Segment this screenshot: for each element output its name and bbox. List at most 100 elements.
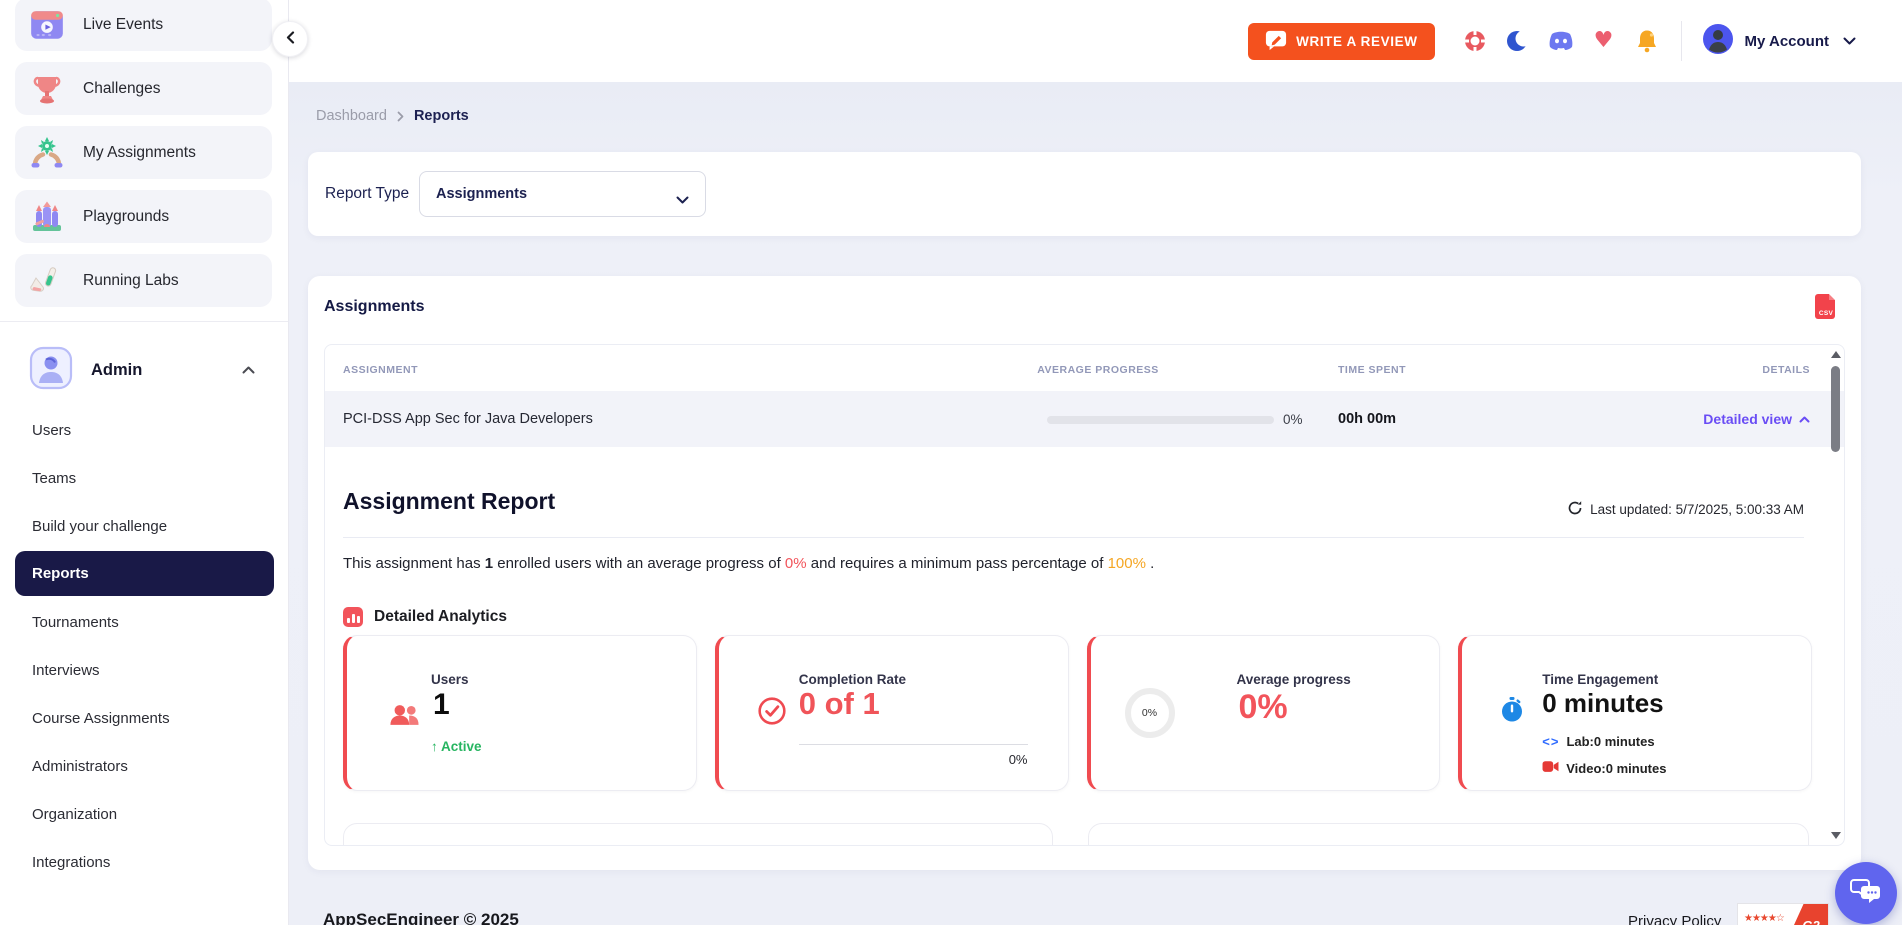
main-content: Dashboard Reports Report Type Assignment… [289, 82, 1902, 925]
hands-gear-icon [25, 136, 69, 169]
assignments-title: Assignments [324, 298, 425, 315]
users-count: 1 [433, 688, 450, 721]
sidebar-section-admin[interactable]: Admin [0, 344, 289, 396]
partial-card-left [343, 823, 1053, 845]
sidebar-item-organization[interactable]: Organization [32, 805, 118, 823]
sidebar-collapse-button[interactable] [272, 21, 308, 57]
sidebar-item-administrators[interactable]: Administrators [32, 757, 128, 775]
breadcrumb: Dashboard Reports [316, 108, 469, 124]
users-card: Users 1 ↑ Active [343, 635, 697, 791]
progress-bar [1047, 416, 1274, 424]
sidebar-item-my-assignments[interactable]: My Assignments [15, 126, 272, 179]
sidebar-item-label: Live Events [83, 15, 164, 33]
bar-chart-icon [343, 607, 363, 627]
sidebar-divider [0, 321, 288, 322]
moon-icon[interactable] [1505, 28, 1531, 54]
report-type-select[interactable]: Assignments [419, 171, 706, 217]
column-header-average-progress: AVERAGE PROGRESS [1037, 364, 1159, 376]
admin-menu: Users Teams Build your challenge Reports… [0, 406, 289, 886]
topbar-icons: ♥ [1462, 28, 1660, 54]
sidebar-item-challenges[interactable]: Challenges [15, 62, 272, 115]
completion-rate-value: 0 of 1 [798, 686, 880, 721]
video-camera-icon [1542, 760, 1559, 776]
assignment-name: PCI-DSS App Sec for Java Developers [343, 411, 593, 427]
assignments-table: ASSIGNMENT AVERAGE PROGRESS TIME SPENT D… [324, 344, 1845, 846]
average-progress-label: Average progress [1236, 672, 1351, 687]
scroll-down-arrow[interactable] [1831, 832, 1841, 839]
completion-rate-card: Completion Rate 0 of 1 0% [714, 635, 1069, 791]
lab-tube-icon [25, 265, 69, 297]
account-label: My Account [1744, 32, 1829, 50]
live-events-icon [25, 9, 69, 41]
write-review-label: WRITE A REVIEW [1296, 33, 1418, 49]
sidebar-item-users[interactable]: Users [32, 421, 72, 439]
write-review-button[interactable]: WRITE A REVIEW [1248, 22, 1435, 60]
progress-ring: 0% [1124, 688, 1175, 738]
pass-percentage-value: 100% [1107, 555, 1146, 572]
lab-time-row: <> Lab:0 minutes [1542, 734, 1654, 749]
sidebar-item-course-assignments[interactable]: Course Assignments [32, 709, 170, 727]
trophy-icon [25, 72, 69, 106]
breadcrumb-dashboard[interactable]: Dashboard [316, 108, 387, 124]
sidebar-item-running-labs[interactable]: Running Labs [15, 254, 272, 307]
discord-icon[interactable] [1548, 28, 1574, 54]
detailed-view-label: Detailed view [1703, 411, 1792, 427]
partial-card-right [1088, 823, 1809, 845]
sidebar-item-tournaments[interactable]: Tournaments [32, 613, 119, 631]
g2-logo-icon: G2 [1794, 904, 1828, 925]
report-type-card: Report Type Assignments [308, 152, 1861, 236]
assignment-report-title: Assignment Report [343, 488, 556, 514]
time-spent-value: 00h 00m [1338, 411, 1397, 427]
code-brackets-icon: <> [1542, 734, 1560, 749]
last-updated-text: Last updated: 5/7/2025, 5:00:33 AM [1590, 502, 1804, 517]
sidebar-item-label: Playgrounds [83, 207, 170, 225]
chat-bubbles-icon [1850, 877, 1882, 910]
g2-review-badge[interactable]: ★★★★☆ Review us on G2 [1737, 903, 1829, 925]
detailed-view-toggle[interactable]: Detailed view [1703, 411, 1810, 427]
last-updated: Last updated: 5/7/2025, 5:00:33 AM [1567, 500, 1804, 519]
average-progress-card: 0% Average progress 0% [1086, 635, 1441, 791]
chevron-up-icon [242, 361, 255, 379]
privacy-policy-link[interactable]: Privacy Policy [1628, 913, 1722, 925]
column-header-details: DETAILS [1762, 364, 1810, 376]
report-type-selected-value: Assignments [436, 186, 528, 202]
sidebar-item-build-your-challenge[interactable]: Build your challenge [32, 517, 168, 535]
account-menu[interactable]: My Account [1702, 23, 1856, 59]
average-progress-value: 0% [784, 555, 807, 572]
table-scrollbar[interactable] [1829, 348, 1842, 842]
completion-percent: 0% [1008, 752, 1028, 767]
star-rating: ★★★★☆ [1744, 913, 1785, 924]
column-header-time-spent: TIME SPENT [1338, 364, 1407, 376]
sidebar-item-integrations[interactable]: Integrations [32, 853, 111, 871]
detailed-analytics-heading: Detailed Analytics [343, 607, 507, 627]
lifebuoy-icon[interactable] [1462, 28, 1488, 54]
topbar-divider [1680, 21, 1682, 61]
export-csv-icon[interactable]: CSV [1815, 294, 1835, 319]
scroll-up-arrow[interactable] [1831, 351, 1841, 358]
sidebar-item-label: Running Labs [83, 271, 179, 289]
table-row: PCI-DSS App Sec for Java Developers 0% 0… [325, 391, 1844, 447]
scrollbar-thumb[interactable] [1831, 366, 1840, 452]
user-avatar [1702, 23, 1733, 59]
sidebar-item-reports[interactable]: Reports [15, 551, 274, 596]
bell-icon[interactable] [1634, 28, 1660, 54]
analytics-cards: Users 1 ↑ Active [343, 635, 1812, 791]
video-time-value: Video:0 minutes [1566, 760, 1667, 776]
chat-widget-button[interactable] [1835, 862, 1897, 924]
heart-icon[interactable]: ♥ [1593, 28, 1614, 53]
chevron-up-icon [1799, 416, 1810, 422]
video-time-row: Video:0 minutes [1542, 760, 1666, 776]
sidebar-item-playgrounds[interactable]: Playgrounds [15, 190, 272, 243]
sidebar-item-live-events[interactable]: Live Events [15, 0, 272, 51]
time-engagement-label: Time Engagement [1542, 672, 1659, 687]
sidebar-item-teams[interactable]: Teams [32, 469, 77, 487]
lab-time-value: Lab:0 minutes [1566, 734, 1655, 749]
average-progress-big-value: 0% [1238, 688, 1288, 726]
topbar: WRITE A REVIEW [289, 0, 1902, 82]
chevron-down-icon [676, 191, 689, 209]
sidebar-item-interviews[interactable]: Interviews [32, 661, 100, 679]
assignments-card: Assignments CSV ASSIGNMENT AVERAGE PROGR… [308, 276, 1861, 870]
users-card-label: Users [431, 672, 469, 687]
castle-icon [25, 201, 69, 233]
